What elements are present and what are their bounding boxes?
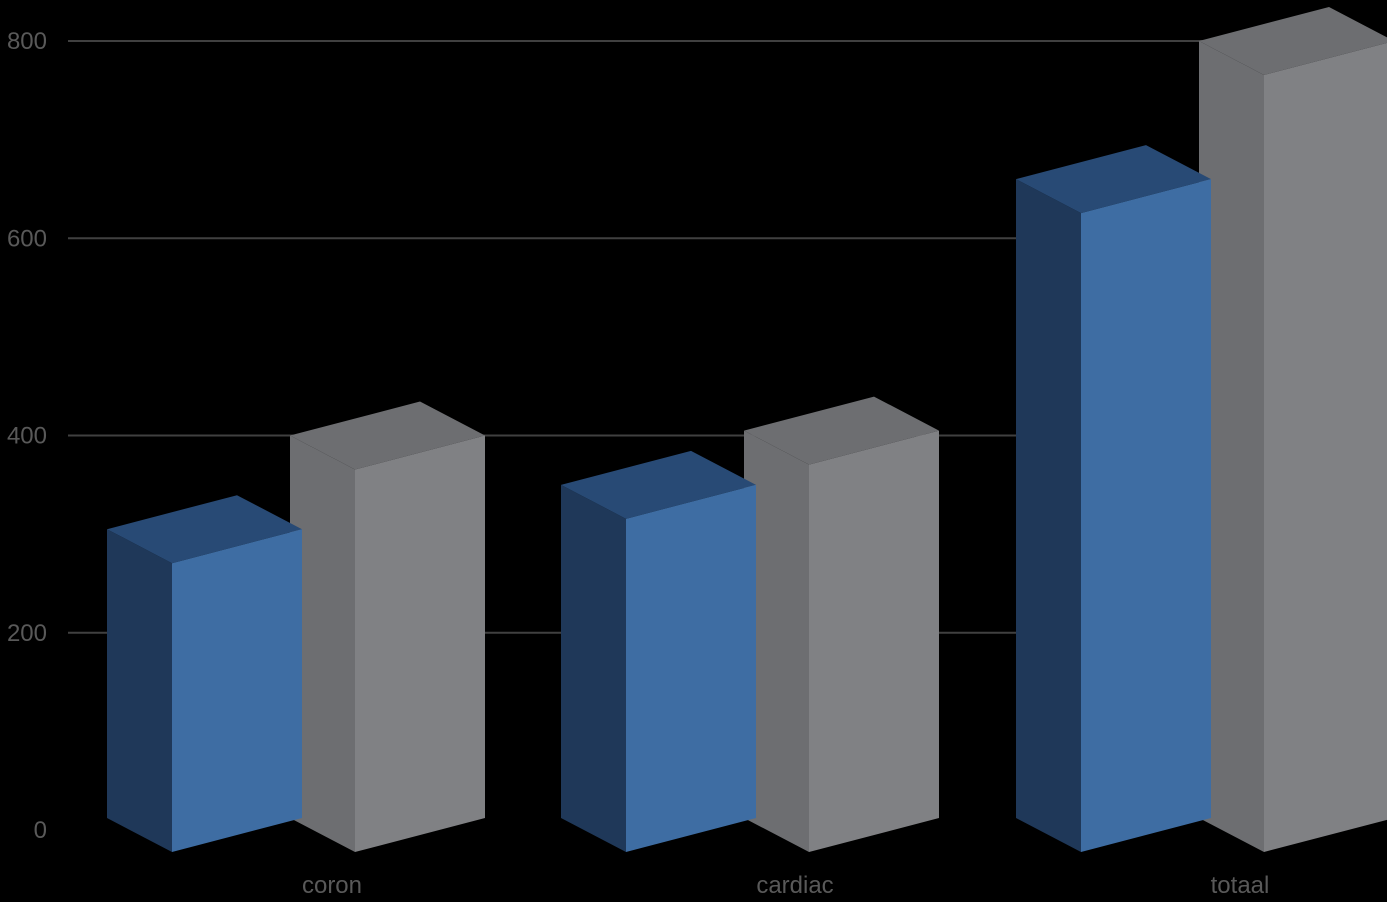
- x-tick-label-totaal: totaal: [1211, 872, 1270, 899]
- bar-top-face: [290, 401, 485, 470]
- y-tick-label: 600: [7, 225, 47, 252]
- x-axis-labels: coron cardiac totaal: [302, 872, 1269, 899]
- bar-front-face: [626, 484, 756, 852]
- bar-totaal-series-2: [1199, 7, 1387, 852]
- bar-side-face: [107, 529, 172, 852]
- bar-top-face: [744, 396, 939, 465]
- bar-front-face: [355, 435, 485, 852]
- bar-side-face: [290, 435, 355, 852]
- bars: [107, 7, 1387, 852]
- bar-side-face: [744, 430, 809, 852]
- bar-top-face: [107, 495, 302, 564]
- bar-coron-series-2: [290, 401, 485, 852]
- bar-front-face: [1081, 179, 1211, 852]
- bar-front-face: [1264, 42, 1387, 852]
- bar-top-face: [1199, 7, 1387, 75]
- y-tick-label: 800: [7, 28, 47, 55]
- x-tick-label-coron: coron: [302, 872, 362, 899]
- bar-coron-series-1: [107, 495, 302, 852]
- bar-cardiac-series-2: [744, 396, 939, 852]
- bar-top-face: [561, 450, 756, 519]
- bar-side-face: [1199, 41, 1264, 852]
- y-tick-label: 0: [34, 817, 47, 844]
- bar-front-face: [172, 529, 302, 852]
- bar-top-face: [1016, 145, 1211, 214]
- y-tick-label: 200: [7, 620, 47, 647]
- bar-totaal-series-1: [1016, 145, 1211, 852]
- y-tick-label: 400: [7, 423, 47, 450]
- x-tick-label-cardiac: cardiac: [756, 872, 833, 899]
- bar-side-face: [1016, 179, 1081, 852]
- bar-front-face: [809, 430, 939, 852]
- bar-side-face: [561, 484, 626, 852]
- y-axis-ticks: 0 200 400 600 800: [7, 28, 47, 844]
- bar-cardiac-series-1: [561, 450, 756, 852]
